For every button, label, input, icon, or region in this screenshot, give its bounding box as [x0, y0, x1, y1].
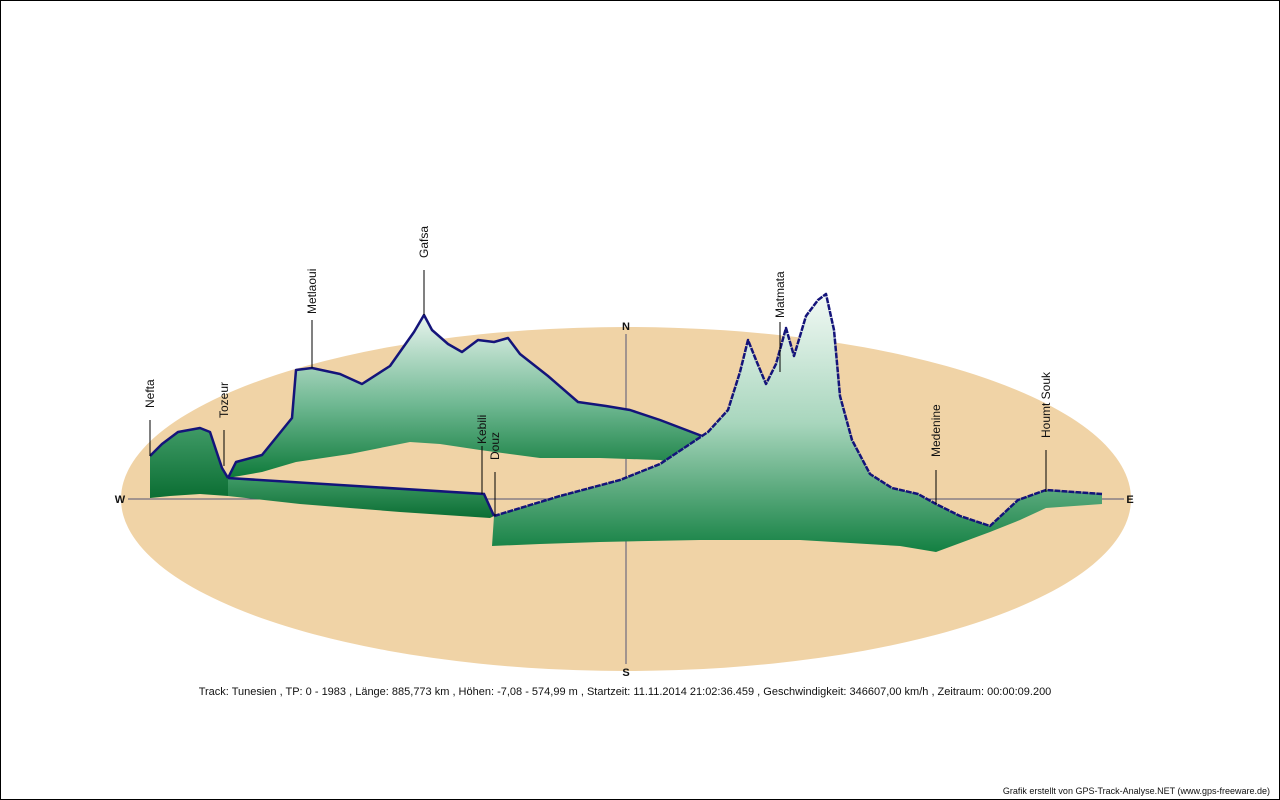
track-gafsa-leg: [226, 313, 703, 479]
compass-west-label: W: [115, 494, 126, 506]
place-label-tozeur: Tozeur: [217, 382, 231, 418]
track-nefta-leg: [149, 426, 230, 479]
place-label-kebili: Kebili: [475, 415, 489, 444]
place-marker-douz: Douz: [488, 432, 502, 516]
place-label-metlaoui: Metlaoui: [305, 269, 319, 314]
track-matmata-leg: [493, 292, 1103, 528]
credit-line: Grafik erstellt von GPS-Track-Analyse.NE…: [1002, 786, 1270, 796]
curtain-gafsa-leg: [228, 315, 702, 478]
place-marker-houmt-souk: Houmt Souk: [1039, 371, 1053, 492]
compass-south-label: S: [622, 667, 629, 679]
place-label-nefta: Nefta: [143, 379, 157, 408]
track-chott-crossing: [227, 476, 496, 517]
place-label-medenine: Medenine: [929, 404, 943, 457]
place-marker-metlaoui: Metlaoui: [305, 269, 319, 368]
place-marker-medenine: Medenine: [929, 404, 943, 504]
place-marker-nefta: Nefta: [143, 379, 157, 456]
compass-north-label: N: [622, 321, 630, 333]
curtain-matmata-leg: [492, 294, 1102, 552]
curtain-chott-crossing: [228, 478, 494, 518]
compass-east-label: E: [1126, 494, 1133, 506]
place-marker-kebili: Kebili: [475, 415, 489, 494]
place-marker-matmata: Matmata: [773, 271, 787, 372]
track-info-line: Track: Tunesien , TP: 0 - 1983 , Länge: …: [198, 686, 1052, 698]
place-label-matmata: Matmata: [773, 271, 787, 318]
curtain-nefta-leg: [150, 428, 228, 498]
place-marker-tozeur: Tozeur: [217, 382, 231, 466]
place-label-douz: Douz: [488, 432, 502, 460]
place-label-gafsa: Gafsa: [417, 226, 431, 258]
place-marker-gafsa: Gafsa: [417, 226, 431, 315]
place-label-houmt-souk: Houmt Souk: [1039, 371, 1053, 438]
